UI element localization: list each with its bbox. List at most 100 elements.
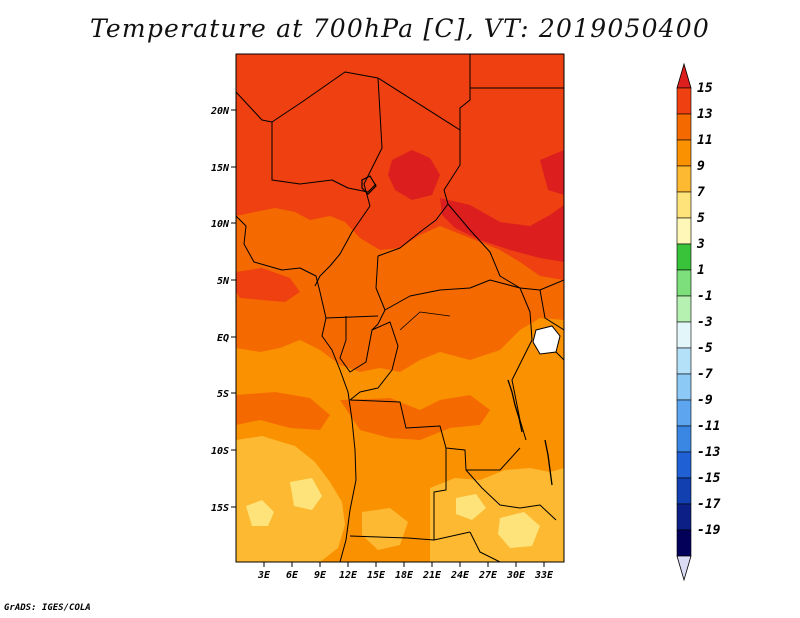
colorbar-segment bbox=[676, 477, 692, 505]
colorbar-label: 1 bbox=[697, 263, 705, 278]
x-tick-label: 24E bbox=[450, 570, 470, 581]
colorbar-bottom-arrow bbox=[676, 555, 692, 582]
colorbar-segment bbox=[676, 139, 692, 167]
colorbar: 15 13 11 9 7 5 3 1 -1 -3 -5 -7 -9 -11 -13 -15 -17 -19 bbox=[676, 62, 721, 582]
y-tick-labels: 20N 15N 10N 5N EQ 5S 10S 15S bbox=[210, 106, 230, 514]
colorbar-label: -9 bbox=[697, 393, 713, 408]
field-core-gt15-a bbox=[388, 150, 440, 200]
colorbar-segment bbox=[676, 321, 692, 349]
colorbar-label: -19 bbox=[697, 523, 721, 538]
colorbar-segment bbox=[676, 529, 692, 557]
field-patch-7to9-c bbox=[362, 508, 408, 550]
field-core-gt15-c bbox=[540, 150, 564, 195]
colorbar-segment bbox=[676, 295, 692, 323]
colorbar-label: -13 bbox=[697, 445, 721, 460]
field-patch-11to13-b bbox=[236, 392, 330, 430]
x-tick-label: 9E bbox=[314, 570, 327, 581]
field-band-7to9-west bbox=[236, 436, 345, 562]
colorbar-segment bbox=[676, 399, 692, 427]
colorbar-label: 11 bbox=[697, 133, 713, 148]
border-angola-namibia bbox=[349, 531, 471, 541]
border-nigeria-cameroon bbox=[314, 205, 371, 287]
border-libya-chad bbox=[377, 54, 471, 131]
border-zambia-south bbox=[465, 469, 557, 521]
border-cameroon-car bbox=[375, 255, 386, 325]
x-axis bbox=[263, 562, 545, 567]
field-core-gt15-b bbox=[440, 198, 564, 262]
lake-malawi bbox=[544, 439, 553, 486]
field-patch-5to7-a bbox=[246, 500, 274, 526]
colorbar-label: -15 bbox=[697, 471, 721, 486]
border-east-africa bbox=[539, 289, 564, 331]
x-tick-label: 3E bbox=[257, 570, 271, 581]
border-chad-sudan bbox=[377, 130, 461, 257]
colorbar-segment bbox=[676, 113, 692, 141]
colorbar-label: -3 bbox=[697, 315, 713, 330]
x-tick-label: 33E bbox=[534, 570, 554, 581]
temperature-field bbox=[236, 54, 564, 562]
border-tanzania bbox=[555, 351, 564, 361]
border-niger-chad bbox=[363, 77, 383, 207]
border-angola-zambia bbox=[433, 448, 447, 540]
y-axis bbox=[231, 109, 236, 508]
border-drc-east bbox=[511, 287, 533, 441]
colorbar-label: 15 bbox=[697, 81, 713, 96]
colorbar-label: -5 bbox=[697, 341, 713, 356]
border-car-drc bbox=[384, 279, 521, 311]
y-tick-label: 15N bbox=[211, 163, 230, 174]
x-tick-label: 12E bbox=[339, 570, 358, 581]
grads-credit: GrADS: IGES/COLA bbox=[4, 603, 91, 613]
y-tick-label: 10S bbox=[211, 446, 229, 457]
x-tick-label: 30E bbox=[506, 570, 526, 581]
x-tick-label: 15E bbox=[367, 570, 386, 581]
river-congo bbox=[399, 311, 451, 331]
y-tick-label: EQ bbox=[217, 333, 229, 344]
x-tick-label: 27E bbox=[478, 570, 498, 581]
lake-chad bbox=[361, 175, 377, 195]
colorbar-label: -11 bbox=[697, 419, 720, 434]
colorbar-label: 7 bbox=[697, 185, 705, 200]
colorbar-segment bbox=[676, 269, 692, 297]
border-algeria-south bbox=[236, 71, 379, 123]
x-tick-labels: 3E 6E 9E 12E 15E 18E 21E 24E 27E 30E 33E bbox=[257, 570, 554, 581]
x-tick-label: 21E bbox=[422, 570, 442, 581]
colorbar-segment bbox=[676, 451, 692, 479]
x-tick-label: 18E bbox=[395, 570, 414, 581]
colorbar-segment bbox=[676, 165, 692, 193]
lake-tanganyika bbox=[507, 379, 523, 433]
field-patch-5to7-c bbox=[498, 512, 540, 548]
map-frame bbox=[235, 53, 565, 563]
colorbar-label: 3 bbox=[696, 237, 705, 252]
colorbar-label: -17 bbox=[697, 497, 721, 512]
colorbar-label: -1 bbox=[697, 289, 713, 304]
field-patch-5to7-b bbox=[290, 478, 322, 510]
field-patch-13to15-b bbox=[236, 268, 300, 302]
colorbar-label: 5 bbox=[697, 211, 705, 226]
colorbar-label: 9 bbox=[697, 159, 705, 174]
coastline-west-africa bbox=[236, 215, 357, 562]
field-band-7to9-east bbox=[430, 468, 564, 562]
colorbar-label: -7 bbox=[697, 367, 713, 382]
y-tick-label: 5N bbox=[217, 276, 230, 287]
y-tick-label: 10N bbox=[211, 219, 230, 230]
colorbar-segment bbox=[676, 243, 692, 271]
border-cameroon-gabon bbox=[325, 315, 379, 319]
map-title: Temperature at 700hPa [C], VT: 201905040… bbox=[90, 14, 710, 43]
x-tick-label: 6E bbox=[286, 570, 299, 581]
y-tick-label: 20N bbox=[210, 106, 230, 117]
y-tick-label: 15S bbox=[211, 503, 229, 514]
border-southern bbox=[469, 531, 501, 562]
country-borders bbox=[236, 54, 564, 562]
field-patch-5to7-d bbox=[456, 494, 486, 520]
colorbar-label: 13 bbox=[697, 107, 713, 122]
colorbar-segment bbox=[676, 191, 692, 219]
y-tick-label: 5S bbox=[217, 389, 229, 400]
colorbar-segment bbox=[676, 87, 692, 115]
border-congo-drc bbox=[349, 321, 399, 401]
colorbar-segment bbox=[676, 347, 692, 375]
colorbar-segment bbox=[676, 503, 692, 531]
colorbar-segment bbox=[676, 373, 692, 401]
field-patch-11to13-c bbox=[340, 395, 490, 440]
colorbar-top-arrow bbox=[676, 62, 692, 89]
